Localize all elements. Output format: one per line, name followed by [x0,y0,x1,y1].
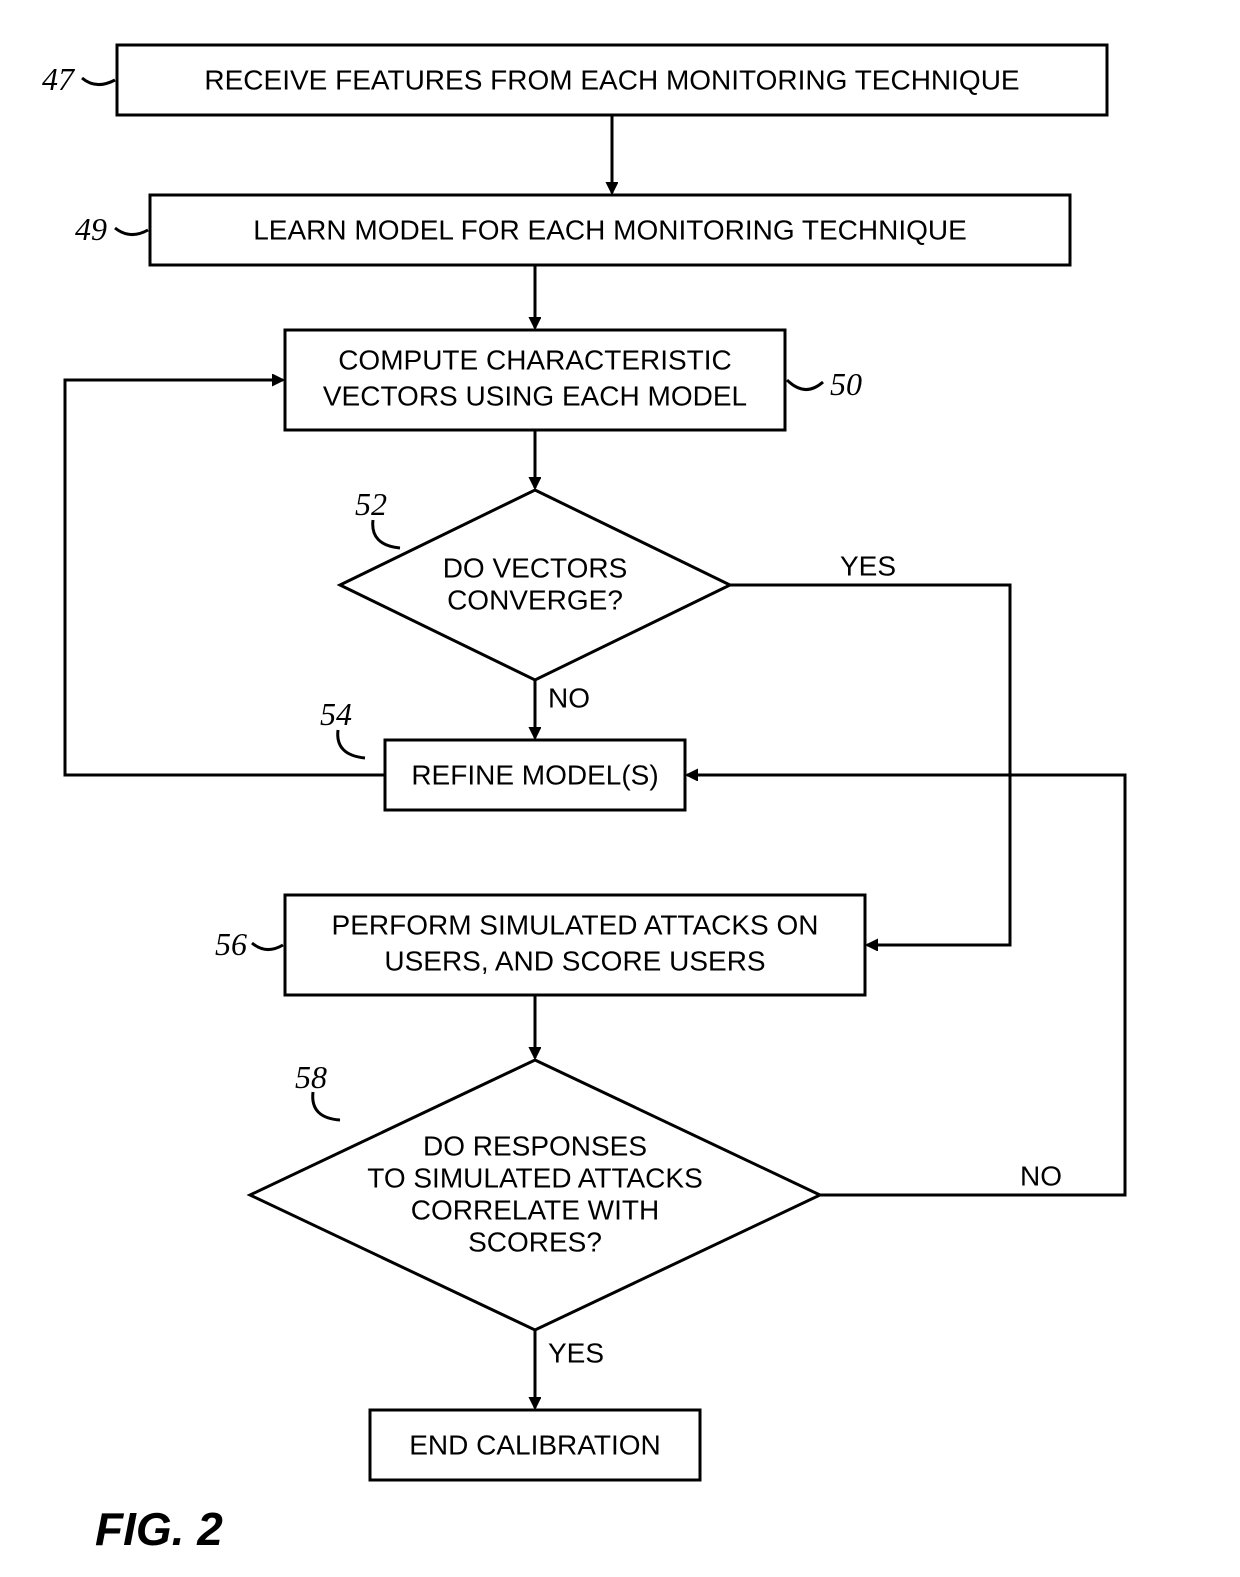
edge-58-54-label: NO [1020,1160,1062,1191]
node-56-text-l1: PERFORM SIMULATED ATTACKS ON [332,909,819,940]
ref-58: 58 [295,1059,340,1120]
node-54-text: REFINE MODEL(S) [411,759,658,790]
svg-text:58: 58 [295,1059,327,1095]
svg-text:52: 52 [355,486,387,522]
node-56-text-l2: USERS, AND SCORE USERS [384,945,765,976]
node-47-text: RECEIVE FEATURES FROM EACH MONITORING TE… [204,64,1019,95]
flow-node-47: RECEIVE FEATURES FROM EACH MONITORING TE… [117,45,1107,115]
ref-49: 49 [75,211,148,247]
node-58-text-l2: TO SIMULATED ATTACKS [367,1162,703,1193]
svg-text:50: 50 [830,366,862,402]
svg-text:47: 47 [42,61,76,97]
edge-52-56 [730,585,1010,945]
ref-52: 52 [355,486,400,548]
figure-label: FIG. 2 [95,1503,223,1555]
node-52-text-l2: CONVERGE? [447,584,623,615]
svg-text:56: 56 [215,926,247,962]
edge-58-end-label: YES [548,1337,604,1368]
node-58-text-l4: SCORES? [468,1226,602,1257]
node-58-text-l3: CORRELATE WITH [411,1194,659,1225]
ref-56: 56 [215,926,283,962]
ref-47: 47 [42,61,115,97]
flow-node-50: COMPUTE CHARACTERISTIC VECTORS USING EAC… [285,330,785,430]
node-52-text-l1: DO VECTORS [443,552,628,583]
edge-52-56-label: YES [840,550,896,581]
node-49-text: LEARN MODEL FOR EACH MONITORING TECHNIQU… [253,214,967,245]
node-50-text-l1: COMPUTE CHARACTERISTIC [338,344,732,375]
flow-node-52: DO VECTORS CONVERGE? [340,490,730,680]
ref-54: 54 [320,696,365,758]
node-end-text: END CALIBRATION [409,1429,661,1460]
flow-node-end: END CALIBRATION [370,1410,700,1480]
flow-node-49: LEARN MODEL FOR EACH MONITORING TECHNIQU… [150,195,1070,265]
flow-node-54: REFINE MODEL(S) [385,740,685,810]
node-50-text-l2: VECTORS USING EACH MODEL [323,380,747,411]
edge-52-54-label: NO [548,682,590,713]
svg-text:54: 54 [320,696,352,732]
ref-50: 50 [787,366,862,402]
flow-node-56: PERFORM SIMULATED ATTACKS ON USERS, AND … [285,895,865,995]
svg-text:49: 49 [75,211,107,247]
flow-node-58: DO RESPONSES TO SIMULATED ATTACKS CORREL… [250,1060,820,1330]
node-58-text-l1: DO RESPONSES [423,1130,647,1161]
